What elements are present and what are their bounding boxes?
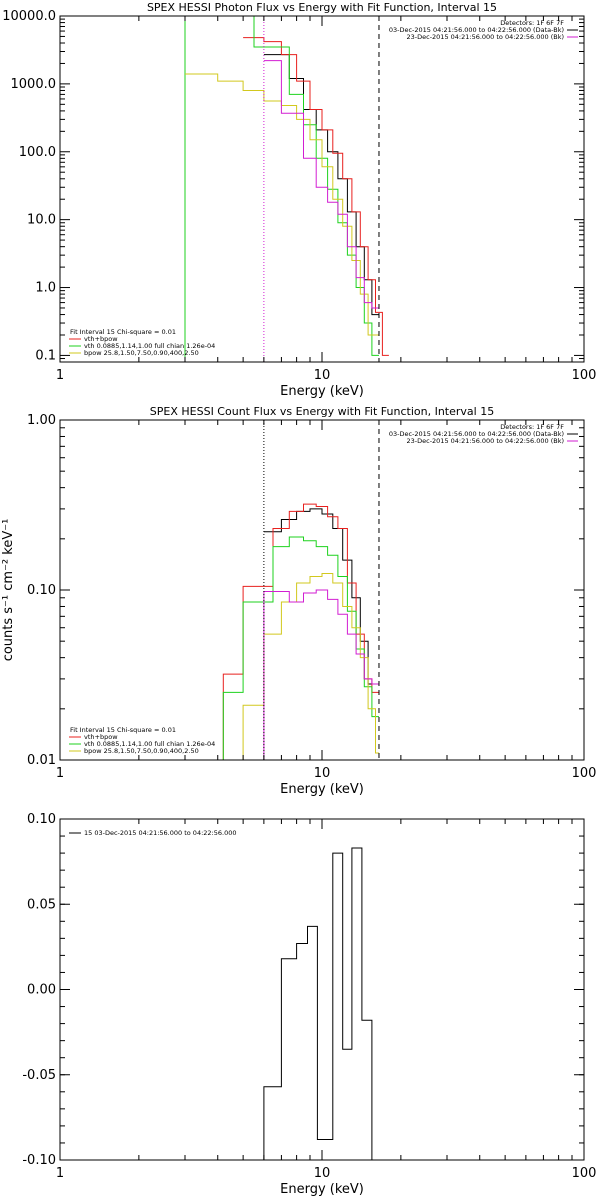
legend-label: bpow 25.8,1.50,7.50,0.90,400,2.50 [84,349,199,357]
info-line: 03-Dec-2015 04:21:56.000 to 04:22:56.000… [389,26,564,34]
x-tick-label: 1 [56,1166,64,1181]
info-line: 23-Dec-2015 04:21:56.000 to 04:22:56.000… [407,437,565,445]
y-tick-label: 0.1 [35,348,56,363]
y-tick-label: 0.01 [27,753,56,768]
legend-label: bpow 25.8,1.50,7.50,0.90,400,2.50 [84,747,199,755]
y-tick-label: 1.00 [27,413,56,428]
y-tick-label: -0.05 [22,1068,56,1083]
plot-frame [59,818,585,1161]
info-line: 23-Dec-2015 04:21:56.000 to 04:22:56.000… [407,33,565,41]
y-tick-label: 0.10 [27,583,56,598]
x-tick-label: 10 [314,1166,331,1181]
series-vth-bpow [222,503,379,760]
y-tick-label: 1000.0 [11,77,57,92]
x-tick-label: 100 [572,766,597,781]
count-flux-panel: SPEX HESSI Count Flux vs Energy with Fit… [1,405,596,797]
legend-label: Fit Interval 15 Chi-square = 0.01 [70,328,176,336]
info-line: 03-Dec-2015 04:21:56.000 to 04:22:56.000… [389,430,564,438]
x-tick-label: 10 [314,368,331,383]
legend-label: vth 0.0885,1.14,1.00 full chian 1.26e-04 [84,342,215,350]
x-tick-label: 1 [56,368,64,383]
residuals-panel: 1 10 100 -0.10 -0.05 0.00 0.05 0.10 Energy (keV)… [22,812,596,1197]
photon-flux-panel: SPEX HESSI Photon Flux vs Energy with Fi… [2,1,596,399]
y-axis-label: counts s⁻¹ cm⁻² keV⁻¹ [1,519,16,662]
legend: 15 03-Dec-2015 04:21:56.000 to 04:22:56.… [69,829,236,837]
y-tick-label: 10000.0 [2,9,56,24]
y-tick-label: 0.05 [27,897,56,912]
x-axis-label: Energy (keV) [280,1182,364,1197]
chart-title: SPEX HESSI Count Flux vs Energy with Fit… [150,405,494,418]
info-line: Detectors: 1F 6F 7F [500,19,564,27]
y-tick-label: 1.0 [35,281,56,296]
legend-label: 15 03-Dec-2015 04:21:56.000 to 04:22:56.… [84,829,236,837]
info-line: Detectors: 1F 6F 7F [500,423,564,431]
x-tick-label: 1 [56,766,64,781]
legend: Fit Interval 15 Chi-square = 0.01vth+bpo… [69,726,215,755]
x-tick-label: 10 [314,766,331,781]
series-bpow [242,573,379,760]
legend-label: vth+bpow [84,335,118,343]
series-vth-bpow [243,37,389,356]
chart-title: SPEX HESSI Photon Flux vs Energy with Fi… [147,1,497,14]
y-tick-label: 10.0 [27,213,56,228]
x-axis-label: Energy (keV) [280,384,364,399]
y-tick-label: -0.10 [22,1153,56,1168]
x-axis-label: Energy (keV) [280,782,364,797]
series-bk [263,60,379,309]
legend-label: Fit Interval 15 Chi-square = 0.01 [70,726,176,734]
legend-label: vth+bpow [84,733,118,741]
x-tick-label: 100 [572,368,597,383]
y-tick-label: 0.00 [27,983,56,998]
y-tick-label: 100.0 [19,145,56,160]
legend-label: vth 0.0885,1.14,1.00 full chian 1.26e-04 [84,740,215,748]
series-bk [263,589,379,760]
series-15 [263,847,379,1160]
series-vth [184,16,379,362]
plot-frame [59,15,585,363]
x-tick-label: 100 [572,1166,597,1181]
legend: Fit Interval 15 Chi-square = 0.01vth+bpo… [69,328,215,357]
y-tick-label: 0.10 [27,812,56,827]
